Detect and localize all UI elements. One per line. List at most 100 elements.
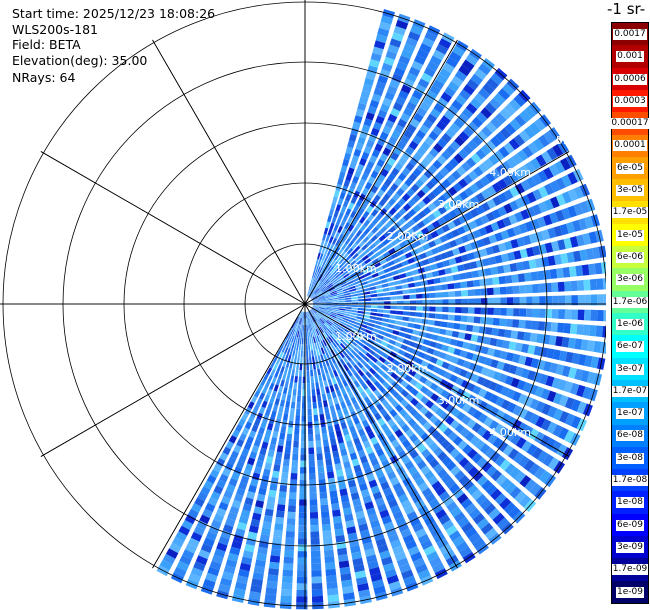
data-gate [580, 339, 589, 351]
data-gate [487, 347, 496, 357]
data-gate [441, 150, 452, 161]
data-gate [252, 512, 262, 521]
data-gate [339, 488, 348, 497]
data-gate [222, 468, 231, 477]
data-gate [310, 309, 316, 314]
data-gate [526, 443, 538, 456]
data-gate [461, 290, 468, 297]
data-gate [318, 374, 323, 382]
colorbar-segment: 3e-09 [612, 536, 648, 559]
data-gate [298, 344, 301, 351]
data-gate [298, 382, 302, 390]
data-gate [403, 352, 412, 359]
data-gate [451, 99, 463, 111]
data-gate [311, 323, 314, 331]
data-gate [590, 356, 600, 369]
data-gate [353, 324, 361, 329]
data-gate [498, 146, 510, 158]
data-gate [401, 283, 409, 289]
data-gate [576, 324, 584, 335]
data-gate [368, 393, 376, 401]
data-gate [523, 425, 534, 437]
data-gate [364, 181, 373, 190]
data-gate [472, 409, 483, 420]
data-gate [335, 273, 342, 279]
data-gate [344, 245, 351, 253]
data-gate [383, 202, 392, 211]
data-gate [388, 339, 396, 346]
data-gate [385, 50, 397, 60]
data-gate [379, 274, 387, 280]
data-gate [381, 459, 391, 469]
data-gate [363, 311, 371, 315]
data-gate [433, 446, 443, 457]
data-gate [391, 167, 400, 177]
data-gate [312, 300, 320, 303]
data-gate [236, 575, 249, 584]
data-gate [561, 207, 571, 220]
data-gate [513, 250, 522, 260]
data-gate [512, 391, 522, 402]
data-gate [308, 317, 311, 325]
data-gate [460, 281, 468, 289]
data-gate [397, 118, 408, 128]
data-gate [386, 527, 397, 537]
data-gate [405, 146, 415, 156]
data-gate [371, 209, 379, 217]
data-gate [345, 208, 352, 216]
data-gate [455, 377, 464, 386]
data-gate [563, 237, 573, 249]
data-gate [319, 361, 323, 369]
data-gate [327, 588, 339, 596]
data-gate [508, 138, 520, 150]
data-gate [337, 177, 344, 186]
data-gate [246, 491, 256, 500]
data-gate [329, 490, 338, 498]
data-gate [328, 351, 333, 358]
data-gate [546, 421, 558, 434]
data-gate [250, 584, 262, 594]
data-gate [381, 283, 389, 288]
data-gate [413, 323, 421, 330]
data-gate [315, 290, 322, 295]
data-gate [364, 363, 372, 371]
data-gate [470, 97, 482, 110]
data-gate [396, 61, 408, 71]
data-gate [453, 194, 464, 204]
data-gate [466, 78, 479, 91]
data-gate [343, 592, 355, 601]
data-gate [407, 208, 417, 217]
data-gate [392, 346, 400, 353]
data-gate [546, 390, 557, 403]
data-gate [440, 439, 451, 450]
data-gate [265, 429, 272, 437]
data-gate [382, 336, 390, 343]
data-gate [292, 447, 299, 455]
data-gate [328, 327, 335, 333]
data-gate [507, 251, 516, 261]
data-gate [341, 501, 351, 509]
colorbar-tick-label: 1e-09 [616, 586, 644, 598]
data-gate [332, 245, 338, 252]
data-gate [340, 421, 348, 430]
data-gate [458, 64, 471, 77]
data-gate [335, 318, 342, 323]
data-gate [414, 54, 426, 65]
data-gate [306, 376, 310, 384]
data-gate [213, 463, 223, 473]
data-gate [511, 153, 523, 165]
data-gate [395, 488, 406, 498]
data-gate [365, 342, 373, 348]
data-gate [308, 324, 311, 331]
data-gate [338, 171, 346, 179]
data-gate [495, 409, 505, 421]
data-gate [467, 289, 475, 297]
data-gate [462, 403, 472, 413]
data-gate [375, 469, 385, 479]
data-gate [343, 364, 350, 372]
data-gate [408, 172, 418, 182]
data-gate [366, 554, 378, 564]
data-gate [289, 335, 293, 342]
data-gate [590, 294, 598, 306]
data-gate [302, 331, 304, 338]
